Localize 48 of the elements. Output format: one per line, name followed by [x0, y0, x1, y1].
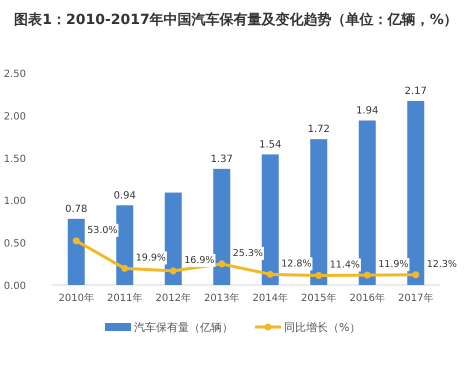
x-tick-label: 2016年: [350, 292, 385, 304]
point: [266, 270, 274, 278]
point: [121, 264, 128, 272]
y-tick-label: 0.00: [4, 281, 26, 292]
point: [72, 237, 80, 244]
bar: [164, 192, 182, 285]
y-tick-label: 0.50: [4, 238, 26, 250]
data-label: 1.54: [259, 139, 282, 150]
data-label: 1.94: [356, 105, 378, 116]
x-tick-label: 2017年: [398, 292, 434, 304]
bar: [213, 168, 230, 285]
x-tick-label: 2012年: [156, 292, 191, 304]
legend-label: 同比增长（%）: [284, 321, 360, 334]
bar: [68, 218, 85, 285]
x-tick-label: 2011年: [107, 292, 142, 304]
y-tick-label: 1.00: [4, 196, 26, 208]
point: [170, 267, 177, 274]
bar: [310, 139, 328, 285]
bar: [358, 120, 376, 285]
bar: [407, 100, 424, 285]
y-tick-label: 2.50: [4, 69, 26, 80]
y-tick-label: 2.00: [4, 111, 26, 122]
x-tick-label: 2015年: [301, 292, 336, 304]
data-label: 11.4%: [330, 260, 360, 270]
point: [364, 272, 371, 279]
x-tick-label: 2010年: [58, 292, 94, 304]
data-label: 16.9%: [184, 254, 214, 266]
data-label: 11.9%: [378, 259, 408, 270]
data-label: 12.8%: [281, 258, 312, 270]
bar: [116, 205, 134, 285]
data-label: 0.78: [65, 204, 88, 215]
data-label: 2.17: [404, 86, 427, 97]
data-label: 1.72: [308, 124, 330, 136]
point: [412, 271, 420, 278]
data-label: 1.37: [210, 154, 233, 165]
bar: [262, 154, 279, 285]
x-tick-label: 2014年: [252, 292, 288, 304]
data-label: 19.9%: [136, 252, 166, 264]
data-label: 25.3%: [232, 248, 263, 259]
data-label: 12.3%: [426, 258, 457, 270]
point: [218, 260, 226, 268]
x-tick-label: 2013年: [204, 292, 240, 304]
data-label: 53.0%: [87, 224, 118, 236]
title: 图表1：2010-2017年中国汽车保有量及变化趋势（单位：亿辆，%）: [14, 12, 458, 28]
data-label: 0.94: [114, 190, 136, 202]
legend-label: 汽车保有量（亿辆）: [134, 321, 233, 334]
y-tick-label: 1.50: [4, 154, 26, 165]
point: [315, 272, 322, 279]
